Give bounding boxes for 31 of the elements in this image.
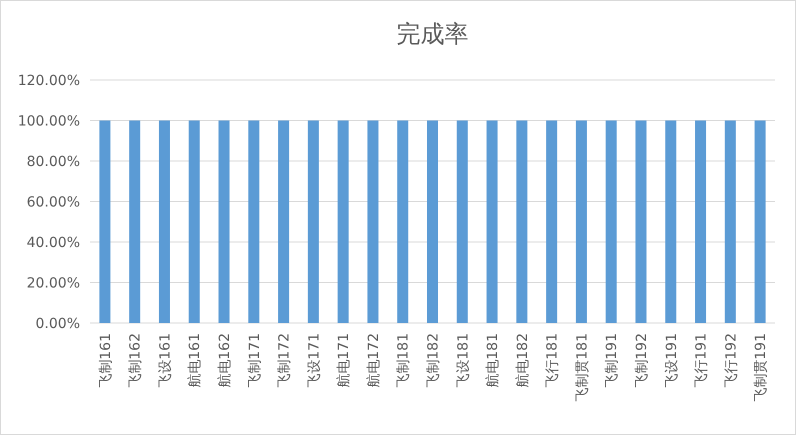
x-tick-label: 飞制191 [604, 333, 620, 388]
x-tick-label: 飞制贯191 [753, 333, 770, 402]
x-tick-label: 飞设181 [455, 333, 472, 388]
x-tick-label: 航电182 [514, 333, 531, 388]
x-tick-label: 航电162 [217, 333, 234, 388]
x-tick-label: 航电172 [366, 333, 382, 388]
x-tick-label: 飞制182 [426, 333, 442, 388]
x-tick-label: 飞制贯181 [574, 333, 590, 402]
y-tick-label: 0.00% [36, 316, 80, 332]
x-tick-label: 飞设171 [306, 333, 322, 388]
x-tick-label: 飞制172 [276, 333, 293, 388]
x-tick-label: 飞制171 [246, 333, 263, 388]
x-tick-label: 飞制181 [396, 333, 412, 388]
y-tick-label: 80.00% [26, 154, 80, 170]
x-tick-label: 航电161 [187, 333, 204, 388]
x-tick-label: 飞设191 [664, 333, 680, 388]
x-tick-label: 航电181 [485, 333, 502, 388]
x-tick-label: 航电171 [336, 333, 352, 388]
y-tick-label: 100.00% [18, 114, 80, 130]
chart-title: 完成率 [396, 20, 468, 48]
x-tick-label: 飞制161 [98, 333, 114, 388]
x-tick-label: 飞制162 [128, 333, 144, 388]
x-tick-label: 飞行191 [694, 333, 710, 388]
x-tick-label: 飞设161 [157, 333, 174, 388]
x-tick-label: 飞行181 [544, 333, 561, 388]
y-tick-label: 60.00% [26, 194, 80, 210]
y-tick-label: 20.00% [26, 276, 80, 292]
y-tick-label: 40.00% [26, 235, 80, 251]
x-tick-label: 飞制192 [634, 333, 650, 388]
y-tick-label: 120.00% [18, 73, 80, 89]
x-tick-label: 飞行192 [723, 333, 740, 388]
